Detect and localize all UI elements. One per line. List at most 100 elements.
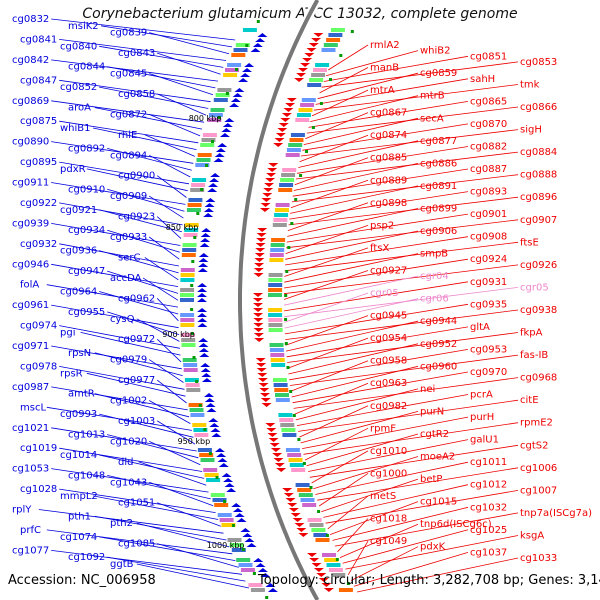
reverse-gene-arrow — [277, 128, 288, 132]
right-callout-line — [289, 354, 519, 386]
right-gene-label: cg1015 — [420, 497, 457, 508]
reverse-gene-arrow — [308, 43, 319, 47]
right-callout-line — [294, 157, 369, 186]
right-callout-line — [293, 377, 519, 409]
right-gene-label: cg0907 — [520, 215, 557, 226]
left-gene-label: ggtB — [110, 559, 134, 570]
right-callout-line — [284, 298, 419, 329]
left-callout-line — [107, 311, 180, 335]
feature-block-outer — [311, 528, 326, 532]
left-callout-line — [51, 304, 179, 329]
feature-block-inner — [221, 523, 236, 527]
right-gene-label: cg0931 — [470, 277, 507, 288]
axis-tick-outer — [286, 366, 290, 369]
right-gene-label: pcrA — [470, 390, 493, 401]
left-callout-line — [149, 154, 191, 178]
right-callout-line — [318, 473, 369, 507]
right-gene-label: cg0865 — [470, 96, 507, 107]
right-gene-label: moeA2 — [420, 452, 455, 463]
reverse-gene-arrow — [290, 513, 301, 517]
right-callout-line — [313, 456, 419, 490]
feature-block-inner — [180, 268, 195, 272]
left-callout-line — [99, 291, 179, 315]
left-callout-line — [107, 229, 180, 253]
left-gene-label: cg1074 — [60, 532, 97, 543]
reverse-gene-arrow — [266, 428, 277, 432]
right-callout-line — [287, 337, 369, 369]
feature-block-inner — [240, 568, 255, 572]
reverse-gene-arrow — [259, 388, 270, 392]
left-gene-label: cg0946 — [12, 259, 49, 270]
right-gene-label: tmk — [520, 80, 540, 91]
reverse-gene-arrow — [298, 533, 309, 537]
left-gene-label: pth2 — [110, 518, 133, 529]
left-gene-label: accDA — [110, 273, 142, 284]
right-gene-label: cg1025 — [470, 525, 507, 536]
axis-tick-inner — [190, 284, 194, 287]
feature-block-inner — [229, 543, 244, 547]
axis-tick-inner — [193, 236, 197, 239]
feature-block-inner — [200, 458, 215, 462]
reverse-gene-arrow — [261, 403, 272, 407]
feature-block-inner — [225, 68, 239, 72]
left-gene-label: cg0932 — [20, 239, 57, 250]
right-callout-line — [285, 230, 419, 260]
right-gene-label: cg1007 — [520, 485, 557, 496]
left-gene-label: rpsN — [68, 348, 91, 359]
forward-gene-arrow — [255, 563, 266, 567]
left-callout-line — [51, 263, 179, 287]
forward-gene-arrow — [197, 298, 207, 302]
left-callout-line — [148, 236, 180, 260]
right-gene-label: cg0968 — [520, 373, 557, 384]
right-callout-line — [299, 405, 369, 438]
right-gene-label: cg0882 — [470, 142, 507, 153]
feature-block-inner — [184, 228, 199, 232]
right-callout-line — [306, 433, 419, 467]
right-gene-label: cg1000 — [370, 468, 407, 479]
feature-block-outer — [289, 463, 304, 467]
reverse-gene-arrow — [253, 313, 264, 317]
forward-gene-arrow — [214, 448, 225, 452]
feature-block-inner — [183, 233, 198, 237]
feature-block-inner — [236, 558, 251, 562]
feature-block-outer — [324, 558, 339, 562]
feature-block-outer — [286, 148, 301, 152]
right-gene-label: cg0963 — [370, 378, 407, 389]
feature-block-outer — [269, 258, 284, 262]
left-gene-label: cg0892 — [68, 143, 105, 154]
forward-gene-arrow — [236, 518, 247, 522]
left-gene-label: aroA — [68, 103, 91, 114]
forward-gene-arrow — [203, 213, 214, 217]
right-gene-label: smpB — [420, 249, 448, 260]
reverse-gene-arrow — [257, 373, 268, 377]
forward-gene-arrow — [231, 503, 242, 507]
right-gene-label: mtrA — [370, 85, 395, 96]
left-gene-label: cg0911 — [12, 178, 49, 189]
left-callout-line — [148, 195, 184, 219]
axis-tick-outer — [284, 294, 288, 297]
right-callout-line — [302, 416, 469, 449]
left-gene-label: cg0955 — [68, 307, 105, 318]
axis-tick-outer — [335, 558, 339, 561]
forward-gene-arrow — [208, 183, 219, 187]
left-callout-line — [156, 216, 182, 239]
feature-block-outer — [315, 63, 330, 67]
feature-block-outer — [298, 108, 313, 112]
right-callout-line — [309, 444, 519, 478]
forward-gene-arrow — [205, 198, 216, 202]
left-gene-label: cg0910 — [68, 184, 105, 195]
right-callout-line — [325, 50, 419, 77]
feature-block-inner — [182, 248, 197, 252]
forward-gene-arrow — [210, 428, 221, 432]
right-callout-line — [292, 168, 469, 197]
right-callout-line — [332, 506, 469, 541]
forward-gene-arrow — [257, 568, 268, 572]
reverse-gene-arrow — [264, 183, 275, 187]
forward-gene-arrow — [217, 458, 228, 462]
feature-block-outer — [272, 378, 287, 382]
feature-block-inner — [235, 43, 250, 47]
right-gene-label: rpmF — [370, 423, 396, 434]
left-gene-label: rplY — [12, 505, 32, 516]
right-gene-label: cgr06 — [420, 294, 449, 305]
forward-gene-arrow — [207, 188, 218, 192]
